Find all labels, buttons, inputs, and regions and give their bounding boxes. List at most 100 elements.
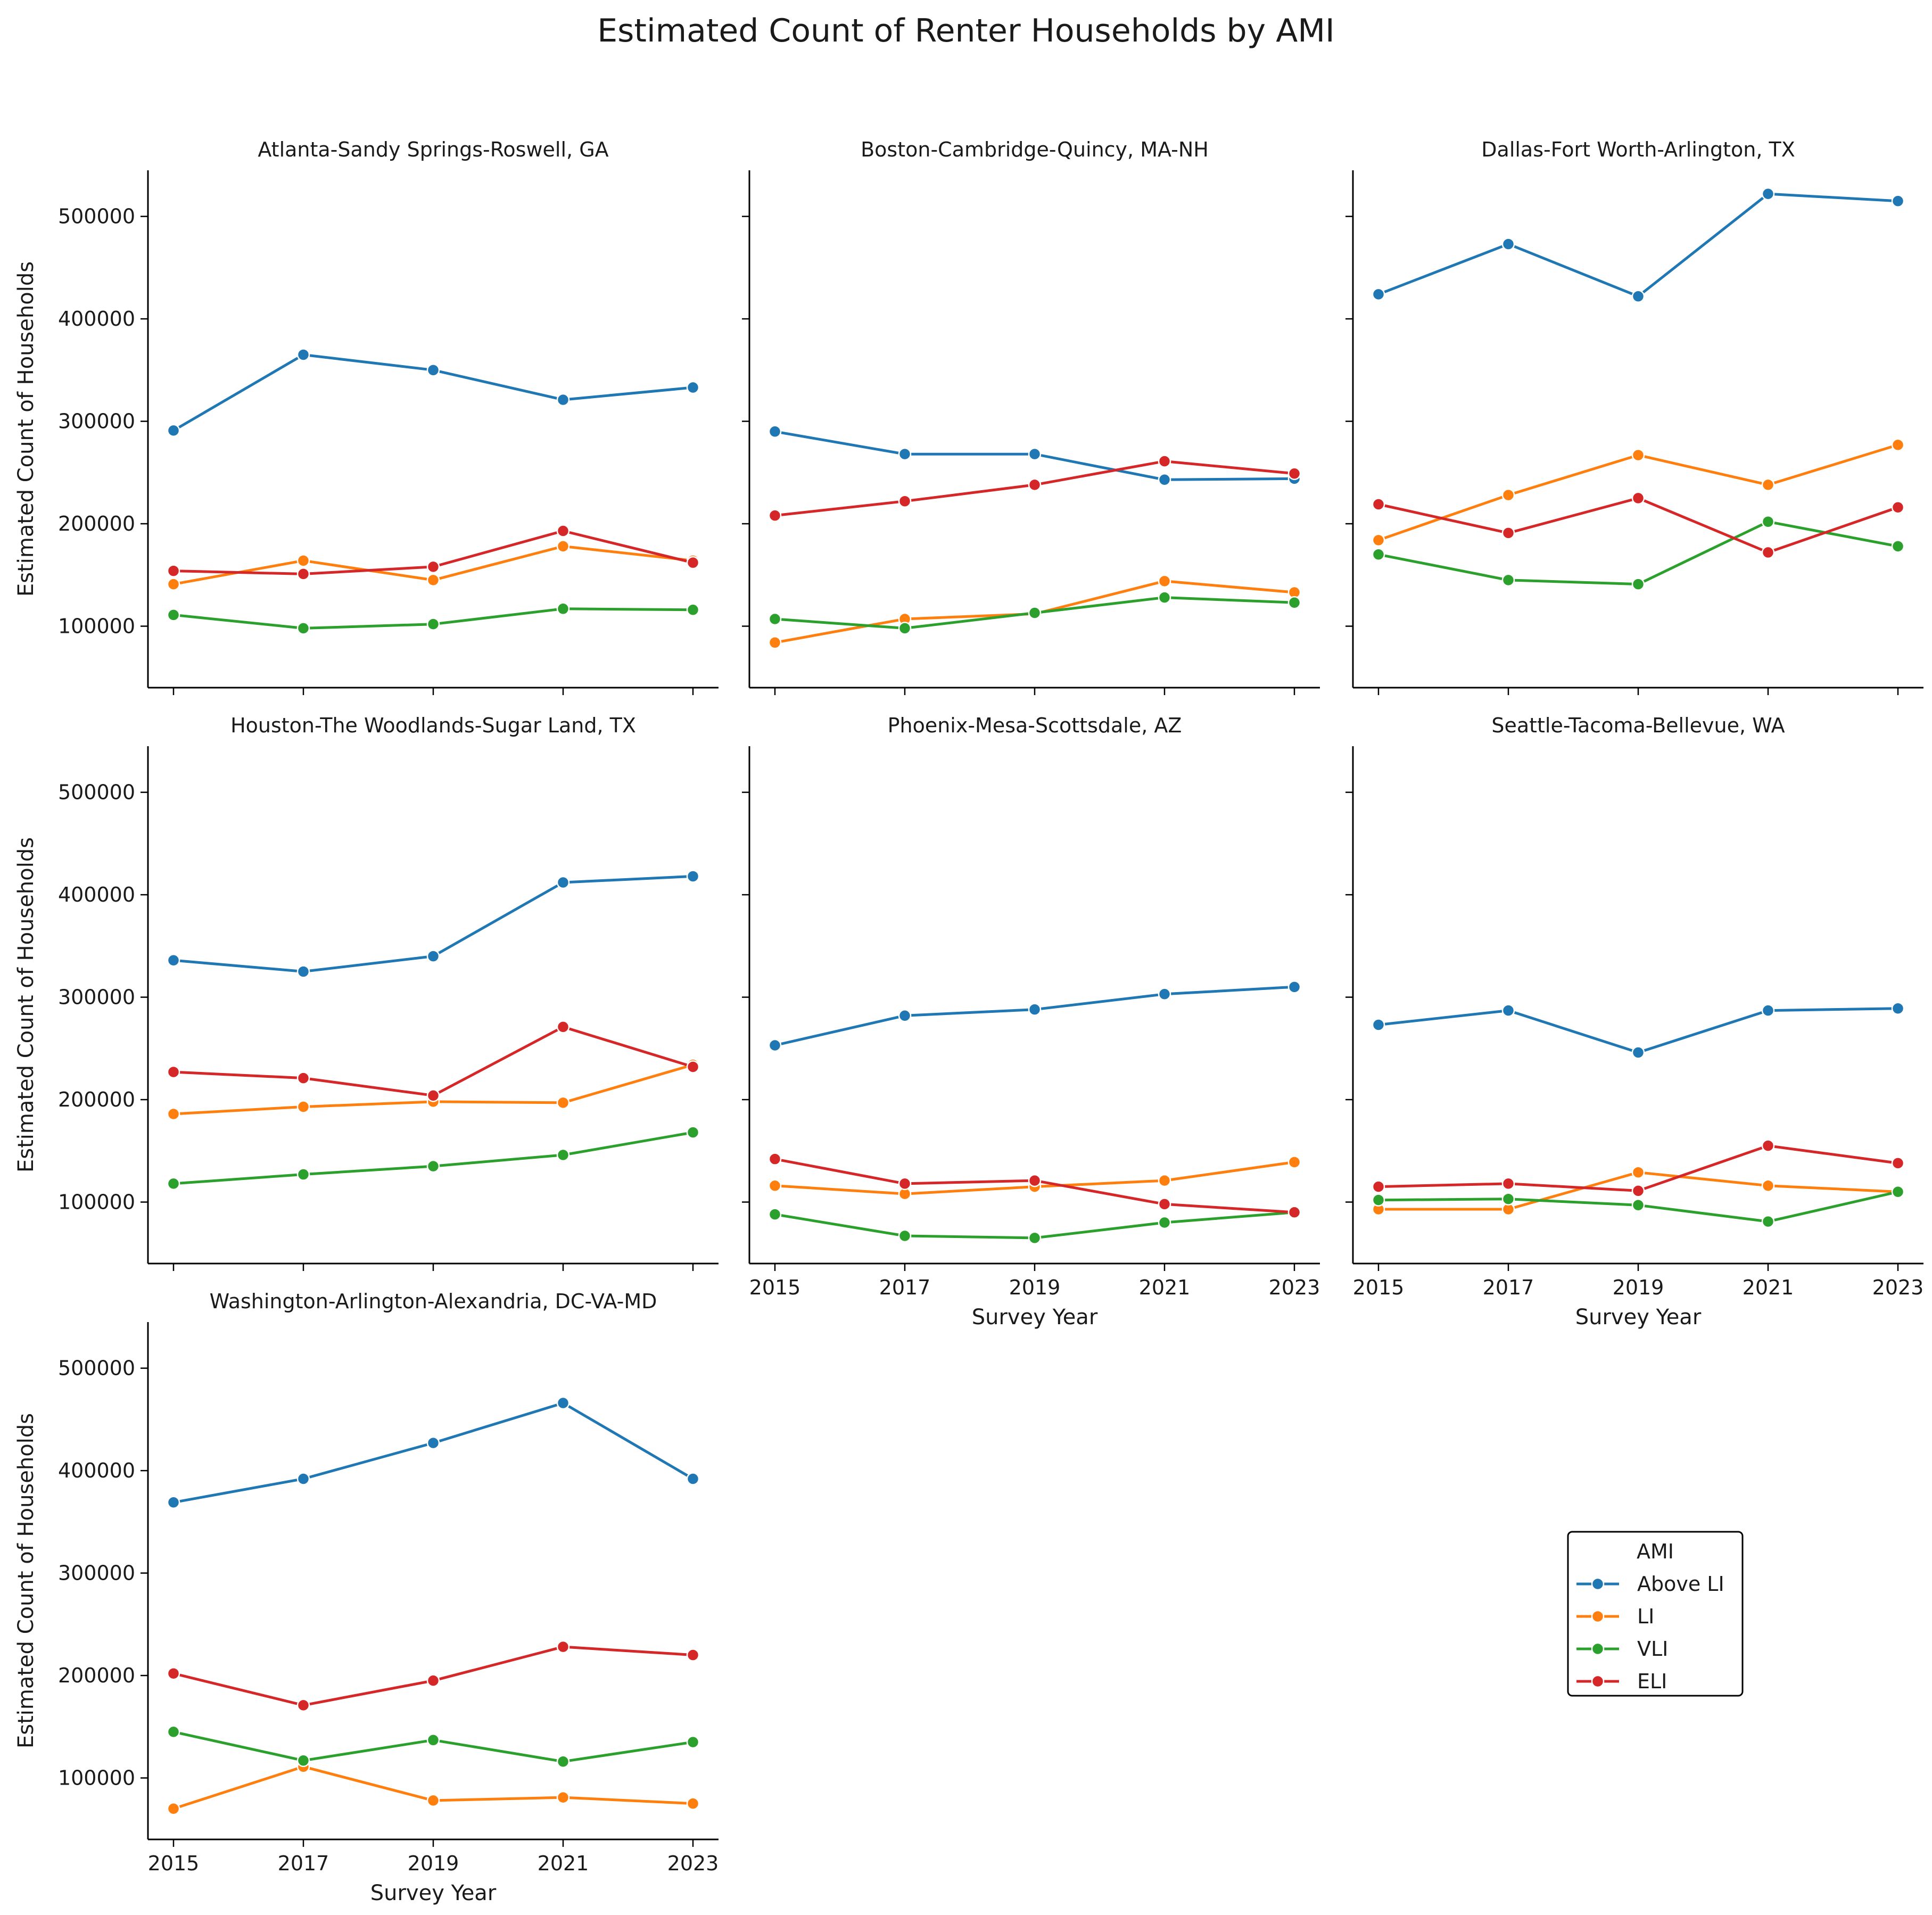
data-point-above-li [1631, 290, 1645, 303]
data-point-eli [686, 556, 700, 569]
panel-atlanta-sandy-springs-roswell-ga: Atlanta-Sandy Springs-Roswell, GA 100000 2… [14, 138, 719, 695]
data-point-vli [1028, 606, 1042, 620]
y-tick-label: 300000 [58, 1562, 135, 1585]
data-point-li [1158, 1174, 1171, 1187]
data-point-eli [898, 494, 912, 508]
legend-box [1567, 1531, 1744, 1697]
data-point-above-li [1372, 287, 1385, 301]
data-point-eli [1028, 1174, 1042, 1187]
data-point-li [426, 573, 440, 587]
legend-title: AMI [1637, 1540, 1674, 1563]
data-point-above-li [556, 1396, 570, 1410]
data-point-eli [1761, 546, 1775, 559]
y-axis-label: Estimated Count of Households [14, 837, 38, 1173]
data-point-vli [1891, 540, 1905, 553]
data-point-vli [686, 1735, 700, 1749]
data-point-eli [1158, 1198, 1171, 1211]
data-point-vli [426, 617, 440, 631]
data-point-above-li [1158, 473, 1171, 486]
data-point-vli [296, 622, 310, 635]
legend-entry-vli: VLI [1637, 1637, 1668, 1661]
panel-title: Washington-Arlington-Alexandria, DC-VA-M… [210, 1290, 657, 1313]
data-point-eli [426, 1089, 440, 1102]
series-line-above-li [173, 1401, 694, 1504]
x-tick-label: 2019 [1009, 1276, 1061, 1299]
x-tick-label: 2017 [278, 1852, 329, 1875]
panel-title: Boston-Cambridge-Quincy, MA-NH [861, 138, 1209, 161]
data-point-li [296, 1100, 310, 1113]
data-point-vli [556, 602, 570, 616]
data-point-eli [1631, 1184, 1645, 1198]
data-point-li [1761, 478, 1775, 492]
y-tick-label: 300000 [58, 410, 135, 433]
panel-dallas-fort-worth-arlington-tx: Dallas-Fort Worth-Arlington, TX [1345, 138, 1923, 695]
data-point-above-li [1891, 1002, 1905, 1015]
x-tick-label: 2023 [1269, 1276, 1320, 1299]
data-point-eli [556, 524, 570, 538]
series-line-above-li [1378, 1007, 1898, 1054]
data-point-above-li [167, 1496, 180, 1509]
data-point-eli [768, 1152, 782, 1166]
data-point-above-li [296, 1472, 310, 1485]
y-tick-label: 100000 [58, 615, 135, 638]
data-point-above-li [556, 876, 570, 889]
data-point-above-li [1761, 1004, 1775, 1017]
y-tick-label: 100000 [58, 1191, 135, 1214]
data-point-vli [167, 608, 180, 622]
y-tick-label: 400000 [58, 307, 135, 331]
series-line-vli [173, 1131, 693, 1185]
data-point-above-li [1158, 987, 1171, 1001]
y-tick-label: 300000 [58, 986, 135, 1009]
x-tick-label: 2017 [1483, 1276, 1534, 1299]
data-point-eli [686, 1060, 700, 1074]
data-point-li [1631, 1166, 1645, 1179]
data-point-eli [1372, 1180, 1385, 1193]
x-tick-label: 2015 [1353, 1276, 1405, 1299]
data-point-li [167, 1107, 180, 1121]
legend-entry-eli: ELI [1637, 1670, 1667, 1693]
y-tick-label: 500000 [58, 205, 135, 228]
data-point-above-li [1287, 980, 1301, 994]
data-point-eli [1501, 526, 1515, 540]
data-point-above-li [426, 364, 440, 377]
panel-washington-arlington-alexandria-dc-va-md: Washington-Arlington-Alexandria, DC-VA-M… [14, 1290, 719, 1905]
data-point-vli [296, 1754, 310, 1768]
series-line-eli [1378, 497, 1898, 554]
data-point-above-li [686, 381, 700, 394]
panel-phoenix-mesa-scottsdale-az: Phoenix-Mesa-Scottsdale, AZ 2015 2017 2019 2… [742, 714, 1320, 1330]
data-point-li [768, 636, 782, 649]
data-point-above-li [1891, 194, 1905, 208]
data-point-li [1891, 438, 1905, 452]
data-point-above-li [167, 954, 180, 967]
data-point-eli [1287, 467, 1301, 480]
data-point-above-li [898, 447, 912, 461]
data-point-vli [1028, 1231, 1042, 1245]
x-tick-label: 2021 [538, 1852, 589, 1875]
data-point-li [167, 1802, 180, 1815]
data-point-above-li [1631, 1046, 1645, 1059]
x-axis-label: Survey Year [1575, 1305, 1702, 1330]
data-point-li [556, 540, 570, 553]
data-point-above-li [1501, 1004, 1515, 1017]
chart-title: Estimated Count of Renter Households by … [597, 12, 1334, 49]
panel-title: Houston-The Woodlands-Sugar Land, TX [230, 714, 636, 737]
data-point-above-li [686, 1472, 700, 1485]
data-point-eli [898, 1177, 912, 1191]
panel-houston-the-woodlands-sugar-land-tx: Houston-The Woodlands-Sugar Land, TX 1000… [14, 714, 719, 1271]
data-point-eli [1287, 1206, 1301, 1219]
data-point-li [556, 1790, 570, 1804]
data-point-above-li [686, 870, 700, 883]
data-point-vli [768, 612, 782, 626]
data-point-eli [686, 1648, 700, 1662]
data-point-vli [1631, 577, 1645, 591]
data-point-eli [426, 1674, 440, 1687]
data-point-li [426, 1794, 440, 1807]
panel-title: Dallas-Fort Worth-Arlington, TX [1481, 138, 1795, 161]
data-point-li [1158, 574, 1171, 588]
data-point-eli [1891, 500, 1905, 514]
data-point-vli [556, 1755, 570, 1768]
data-point-li [1501, 488, 1515, 502]
data-point-vli [426, 1734, 440, 1747]
data-point-above-li [426, 950, 440, 963]
data-point-eli [1028, 478, 1042, 492]
